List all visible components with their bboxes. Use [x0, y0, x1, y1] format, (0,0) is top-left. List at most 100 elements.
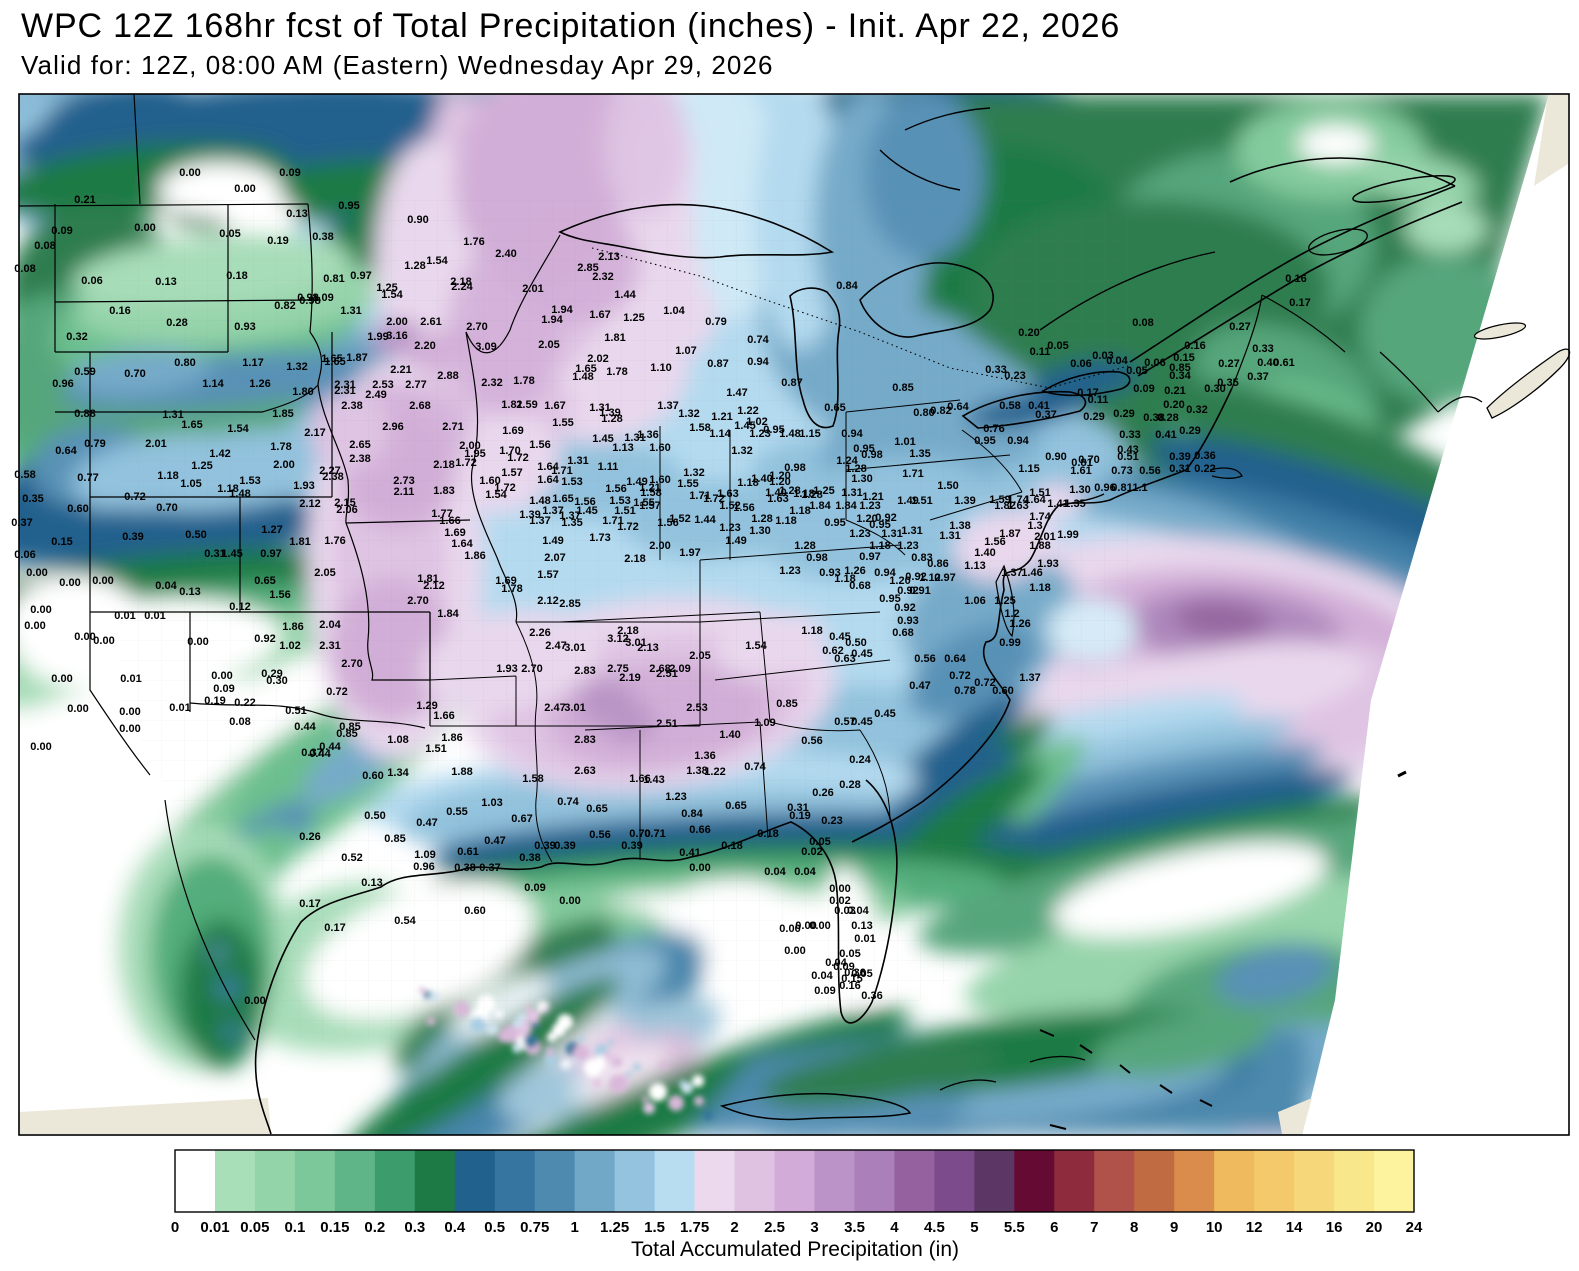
svg-text:4.5: 4.5 [924, 1219, 945, 1236]
svg-text:1.34: 1.34 [387, 767, 409, 779]
svg-text:1.38: 1.38 [686, 765, 707, 777]
svg-text:0.00: 0.00 [24, 620, 45, 632]
svg-text:0.31: 0.31 [204, 548, 225, 560]
svg-text:3.01: 3.01 [564, 702, 585, 714]
svg-text:0.82: 0.82 [930, 405, 951, 417]
svg-text:0.60: 0.60 [464, 905, 485, 917]
svg-text:1.28: 1.28 [751, 513, 772, 525]
svg-text:3: 3 [810, 1219, 818, 1236]
svg-text:0.81: 0.81 [1111, 482, 1132, 494]
svg-text:1.86: 1.86 [282, 621, 303, 633]
svg-text:0.00: 0.00 [187, 636, 208, 648]
svg-text:2.38: 2.38 [322, 471, 343, 483]
svg-text:0.05: 0.05 [851, 968, 872, 980]
svg-text:1.53: 1.53 [561, 476, 582, 488]
svg-text:1.86: 1.86 [441, 732, 462, 744]
svg-text:1.18: 1.18 [793, 488, 814, 500]
svg-text:1.28: 1.28 [404, 260, 425, 272]
svg-text:1.37: 1.37 [529, 515, 550, 527]
svg-text:0.09: 0.09 [51, 225, 72, 237]
svg-text:2.00: 2.00 [273, 459, 294, 471]
svg-text:0.47: 0.47 [416, 817, 437, 829]
svg-text:1.25: 1.25 [623, 312, 644, 324]
svg-text:1.99: 1.99 [367, 331, 388, 343]
svg-text:0.72: 0.72 [949, 670, 970, 682]
svg-text:2.07: 2.07 [544, 552, 565, 564]
svg-text:1.25: 1.25 [600, 1219, 629, 1236]
svg-text:0.3: 0.3 [404, 1219, 425, 1236]
svg-text:1.32: 1.32 [683, 467, 704, 479]
svg-text:1.05: 1.05 [180, 478, 201, 490]
svg-text:1.21: 1.21 [711, 411, 732, 423]
svg-text:0.00: 0.00 [119, 706, 140, 718]
svg-text:1.74: 1.74 [1007, 494, 1029, 506]
svg-text:2.61: 2.61 [420, 316, 441, 328]
svg-text:0.04: 0.04 [825, 957, 847, 969]
svg-text:1.37: 1.37 [542, 505, 563, 517]
svg-text:0.36: 0.36 [844, 967, 865, 979]
svg-text:1.52: 1.52 [669, 513, 690, 525]
svg-text:1.25: 1.25 [813, 485, 834, 497]
svg-text:0.00: 0.00 [30, 604, 51, 616]
svg-text:1.93: 1.93 [1037, 558, 1058, 570]
svg-text:0.05: 0.05 [809, 836, 830, 848]
svg-text:0.94: 0.94 [747, 356, 769, 368]
svg-text:0.79: 0.79 [84, 438, 105, 450]
svg-text:1.31: 1.31 [340, 305, 361, 317]
svg-text:0.95: 0.95 [763, 424, 784, 436]
svg-text:1.71: 1.71 [689, 490, 710, 502]
svg-text:4: 4 [890, 1219, 899, 1236]
svg-text:1.49: 1.49 [626, 476, 647, 488]
svg-text:0.80: 0.80 [913, 407, 934, 419]
svg-text:0.78: 0.78 [954, 685, 975, 697]
svg-text:0.47: 0.47 [909, 680, 930, 692]
svg-text:0.22: 0.22 [234, 697, 255, 709]
svg-text:1.35: 1.35 [561, 517, 582, 529]
svg-text:1.74: 1.74 [1029, 511, 1051, 523]
svg-text:1.54: 1.54 [745, 640, 767, 652]
svg-text:0.63: 0.63 [834, 653, 855, 665]
svg-text:0: 0 [171, 1219, 179, 1236]
svg-text:0.56: 0.56 [801, 735, 822, 747]
svg-text:0.66: 0.66 [689, 824, 710, 836]
svg-text:1.18: 1.18 [737, 477, 758, 489]
svg-text:0.74: 0.74 [744, 761, 766, 773]
svg-text:2.31: 2.31 [334, 379, 355, 391]
svg-text:0.17: 0.17 [324, 922, 345, 934]
svg-text:2.12: 2.12 [423, 580, 444, 592]
svg-text:1.78: 1.78 [513, 375, 534, 387]
svg-text:2.85: 2.85 [577, 262, 598, 274]
svg-text:1.48: 1.48 [229, 488, 250, 500]
svg-text:0.92: 0.92 [897, 585, 918, 597]
svg-text:0.21: 0.21 [1164, 385, 1185, 397]
svg-text:0.26: 0.26 [812, 787, 833, 799]
svg-text:2.96: 2.96 [382, 421, 403, 433]
svg-text:0.19: 0.19 [267, 235, 288, 247]
svg-text:1.42: 1.42 [209, 448, 230, 460]
svg-text:2.70: 2.70 [407, 595, 428, 607]
svg-text:1.45: 1.45 [576, 505, 597, 517]
svg-text:12: 12 [1246, 1219, 1263, 1236]
svg-text:0.97: 0.97 [350, 270, 371, 282]
svg-text:1.37: 1.37 [657, 400, 678, 412]
svg-text:1.60: 1.60 [649, 442, 670, 454]
svg-text:0.22: 0.22 [1194, 463, 1215, 475]
svg-text:1.49: 1.49 [725, 535, 746, 547]
svg-text:1.09: 1.09 [754, 717, 775, 729]
svg-text:0.56: 0.56 [589, 829, 610, 841]
svg-text:Valid for: 12Z, 08:00 AM (East: Valid for: 12Z, 08:00 AM (Eastern) Wedne… [21, 50, 774, 80]
svg-text:2.18: 2.18 [450, 276, 471, 288]
svg-text:0.61: 0.61 [457, 846, 478, 858]
svg-text:0.18: 0.18 [721, 840, 742, 852]
svg-text:2.06: 2.06 [336, 504, 357, 516]
svg-text:2.09: 2.09 [669, 663, 690, 675]
svg-text:1.54: 1.54 [227, 423, 249, 435]
svg-text:2.05: 2.05 [538, 339, 559, 351]
svg-text:1.48: 1.48 [529, 495, 550, 507]
svg-text:0.74: 0.74 [557, 796, 579, 808]
svg-text:0.44: 0.44 [309, 748, 331, 760]
svg-text:0.36: 0.36 [1194, 450, 1215, 462]
svg-text:1.93: 1.93 [496, 663, 517, 675]
svg-text:1.02: 1.02 [746, 416, 767, 428]
svg-text:2.00: 2.00 [649, 540, 670, 552]
